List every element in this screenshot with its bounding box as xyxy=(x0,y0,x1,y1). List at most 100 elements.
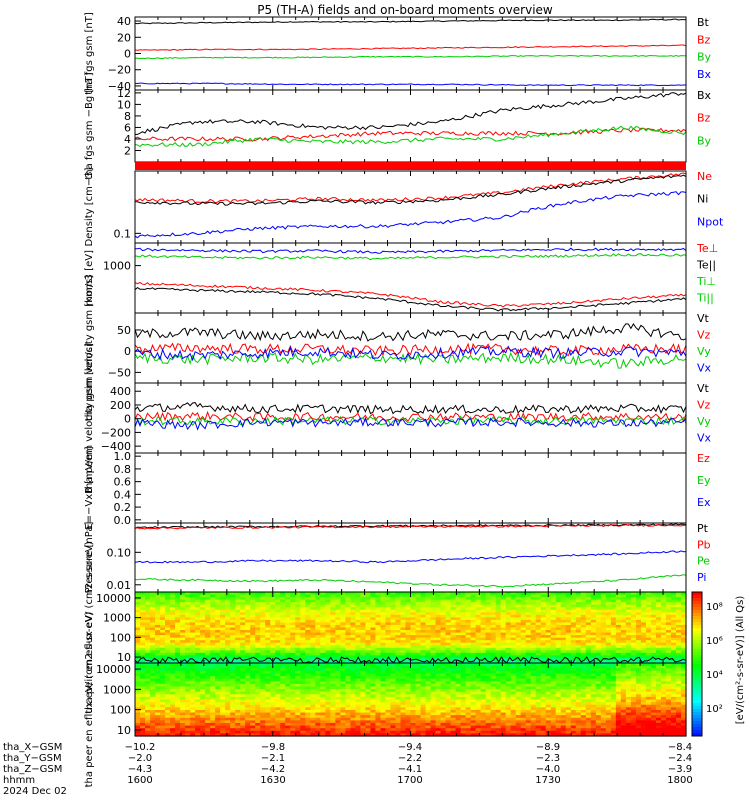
spectrogram-cell xyxy=(255,663,261,667)
spectrogram-cell xyxy=(140,624,146,629)
spectrogram-cell xyxy=(630,614,637,618)
spectrogram-cell xyxy=(375,599,382,603)
spectrogram-cell xyxy=(600,640,607,644)
spectrogram-cell xyxy=(610,599,617,603)
spectrogram-cell xyxy=(185,637,191,641)
spectrogram-cell xyxy=(665,604,672,608)
spectrogram-cell xyxy=(150,673,156,677)
series-Ti⊥-line xyxy=(135,247,686,254)
spectrogram-cell xyxy=(535,622,542,626)
spectrogram-cell xyxy=(540,640,547,644)
spectrogram-cell xyxy=(650,597,657,601)
spectrogram-cell xyxy=(480,617,487,621)
spectrogram-cell xyxy=(650,650,657,654)
spectrogram-cell xyxy=(555,622,562,626)
spectrogram-cell xyxy=(625,622,632,626)
y-axis-label: Pressure [nPa] xyxy=(84,522,95,594)
spectrogram-cell xyxy=(475,594,482,598)
spectrogram-cell xyxy=(245,728,251,732)
spectrogram-cell xyxy=(510,660,517,664)
spectrogram-cell xyxy=(145,663,151,667)
spectrogram-cell xyxy=(215,707,221,711)
spectrogram-cell xyxy=(320,594,326,598)
spectrogram-cell xyxy=(350,624,356,629)
spectrogram-cell xyxy=(395,614,402,618)
spectrogram-cell xyxy=(535,604,542,608)
spectrogram-cell xyxy=(220,640,226,644)
spectrogram-cell xyxy=(490,660,497,664)
spectrogram-cell xyxy=(135,624,141,629)
spectrogram-cell xyxy=(615,642,622,646)
spectrogram-cell xyxy=(380,619,387,624)
spectrogram-cell xyxy=(320,681,326,685)
spectrogram-cell xyxy=(525,594,532,598)
spectrogram-cell xyxy=(305,683,311,688)
spectrogram-cell xyxy=(310,733,316,737)
spectrogram-cell xyxy=(525,609,532,613)
spectrogram-cell xyxy=(180,607,186,611)
spectrogram-cell xyxy=(585,632,592,636)
spectrogram-cell xyxy=(230,676,236,680)
spectrogram-cell xyxy=(175,602,181,606)
spectrogram-cell xyxy=(160,627,166,631)
spectrogram-cell xyxy=(640,602,647,606)
spectrogram-cell xyxy=(500,640,507,644)
spectrogram-cell xyxy=(630,612,637,616)
spectrogram-cell xyxy=(250,728,256,732)
spectrogram-cell xyxy=(260,650,266,654)
spectrogram-cell xyxy=(365,655,372,659)
spectrogram-cell xyxy=(430,650,437,654)
spectrogram-cell xyxy=(380,594,387,598)
spectrogram-cell xyxy=(230,607,236,611)
spectrogram-cell xyxy=(585,635,592,639)
spectrogram-cell xyxy=(415,599,422,603)
spectrogram-cell xyxy=(340,630,346,634)
spectrogram-cell xyxy=(170,599,176,603)
spectrogram-cell xyxy=(560,655,567,659)
spectrogram-cell xyxy=(485,642,492,646)
spectrogram-cell xyxy=(530,609,537,613)
spectrogram-cell xyxy=(235,617,241,621)
spectrogram-cell xyxy=(305,650,311,654)
spectrogram-cell xyxy=(680,655,687,659)
spectrogram-cell xyxy=(345,668,351,672)
spectrogram-cell xyxy=(245,730,251,734)
spectrogram-cell xyxy=(180,597,186,601)
spectrogram-cell xyxy=(665,637,672,641)
spectrogram-cell xyxy=(385,594,392,598)
spectrogram-cell xyxy=(180,704,186,708)
legend-Ni: Ni xyxy=(697,193,708,206)
spectrogram-cell xyxy=(415,602,422,606)
spectrogram-cell xyxy=(600,614,607,618)
spectrogram-cell xyxy=(555,624,562,629)
spectrogram-cell xyxy=(495,622,502,626)
spectrogram-cell xyxy=(590,640,597,644)
spectrogram-cell xyxy=(355,597,362,601)
spectrogram-cell xyxy=(425,622,432,626)
spectrogram-cell xyxy=(355,717,362,721)
spectrogram-cell xyxy=(340,660,346,664)
spectrogram-cell xyxy=(500,642,507,646)
spectrogram-cell xyxy=(315,663,321,667)
spectrogram-cell xyxy=(465,632,472,636)
spectrogram-cell xyxy=(170,717,176,721)
spectrogram-cell xyxy=(260,712,266,716)
spectrogram-cell xyxy=(200,594,206,598)
spectrogram-cell xyxy=(155,665,161,669)
spectrogram-cell xyxy=(290,660,296,664)
spectrogram-cell xyxy=(530,597,537,601)
spectrogram-cell xyxy=(365,663,372,667)
spectrogram-cell xyxy=(315,720,321,724)
spectrogram-cell xyxy=(245,722,251,727)
spectrogram-cell xyxy=(440,592,447,596)
spectrogram-cell xyxy=(400,630,407,634)
spectrogram-cell xyxy=(190,725,196,729)
spectrogram-cell xyxy=(265,676,271,680)
spectrogram-cell xyxy=(390,602,397,606)
spectrogram-cell xyxy=(145,655,151,659)
spectrogram-cell xyxy=(320,652,326,656)
spectrogram-cell xyxy=(630,645,637,649)
spectrogram-cell xyxy=(620,657,627,662)
spectrogram-cell xyxy=(225,630,231,634)
spectrogram-cell xyxy=(485,614,492,618)
